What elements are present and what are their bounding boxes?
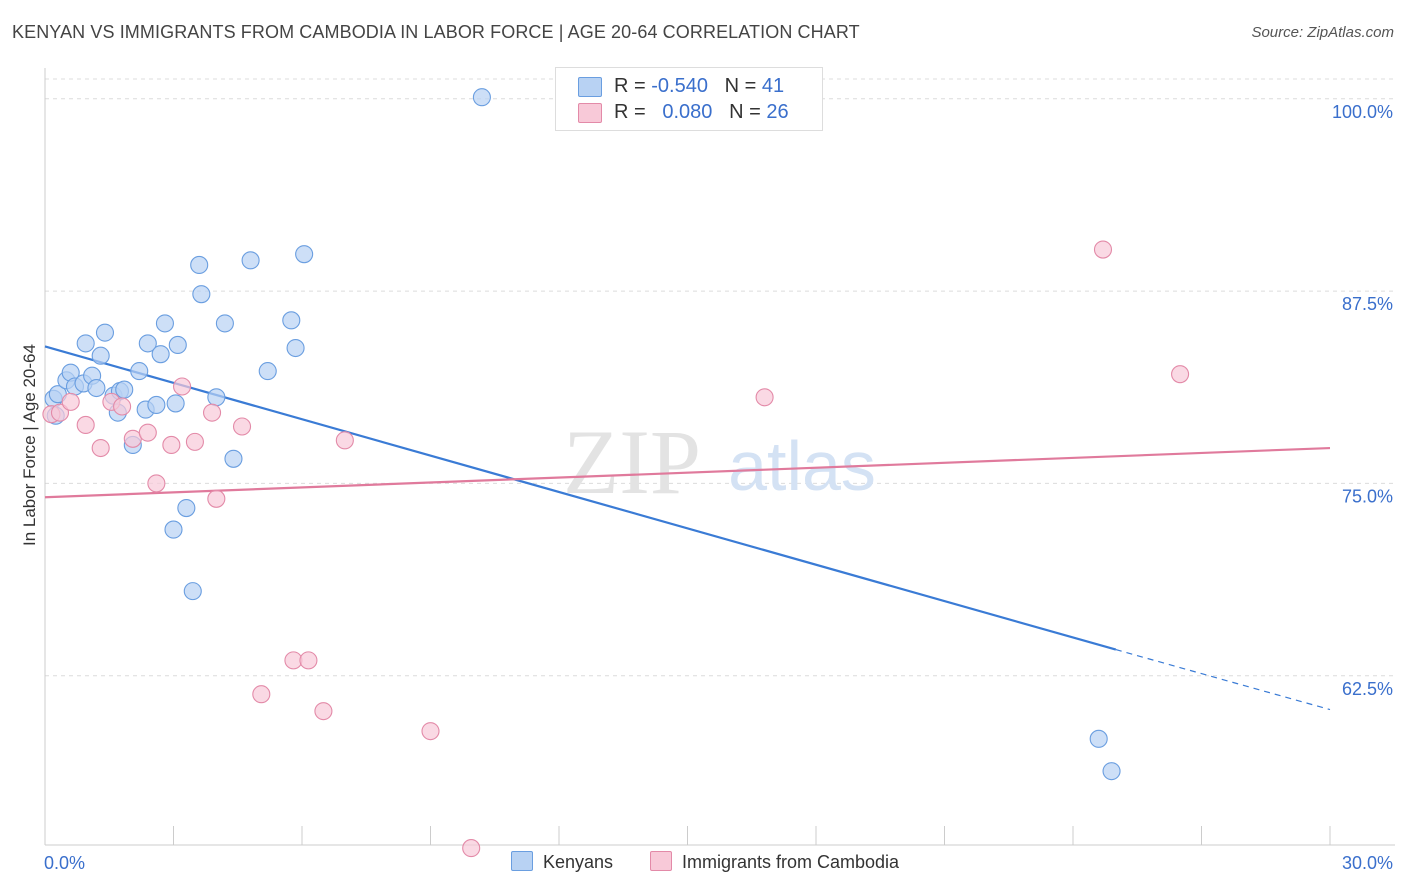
- data-points: [42, 88, 1190, 858]
- watermark: ZIP atlas: [563, 411, 876, 513]
- cambodia-point: [50, 403, 70, 422]
- x-tick-label: 30.0%: [1342, 853, 1393, 873]
- cambodia-point: [61, 392, 80, 411]
- cambodia-point: [185, 432, 204, 451]
- cambodia-point: [252, 685, 271, 704]
- kenyans-point: [95, 323, 115, 342]
- cambodia-point: [421, 722, 440, 741]
- kenyans-point: [1102, 762, 1121, 781]
- watermark-zip: ZIP: [563, 411, 701, 513]
- cambodia-point: [755, 388, 774, 407]
- legend-n-value: 26: [766, 101, 789, 123]
- kenyans-point: [192, 285, 211, 304]
- cambodia-point: [1093, 240, 1113, 259]
- kenyans-point: [130, 362, 149, 381]
- kenyans-point: [138, 334, 157, 353]
- kenyans-point: [115, 380, 134, 399]
- legend-swatch-kenyans: [578, 77, 602, 97]
- bottom-legend-swatch-cambodia: [650, 851, 672, 871]
- trendline: [44, 446, 1331, 499]
- kenyans-point: [472, 88, 491, 107]
- cambodia-point: [207, 489, 226, 508]
- cambodia-point: [299, 651, 318, 670]
- kenyans-point: [155, 314, 174, 333]
- legend-r-value: 0.080: [662, 101, 713, 123]
- legend-n-label: N =: [724, 75, 757, 97]
- kenyans-point: [166, 394, 185, 413]
- bottom-legend-label-kenyans: Kenyans: [543, 852, 614, 872]
- legend-n-value: 41: [761, 75, 785, 97]
- kenyans-point: [207, 388, 226, 407]
- y-tick-label: 62.5%: [1342, 679, 1393, 699]
- kenyans-point: [147, 395, 166, 415]
- tick-labels: 62.5% 75.0% 87.5% 100.0% 0.0% 30.0%: [44, 102, 1393, 873]
- legend-r-value: -0.540: [651, 75, 708, 97]
- kenyans-point: [151, 345, 170, 364]
- x-tick-label: 0.0%: [44, 853, 85, 873]
- legend-n-label: N =: [729, 101, 761, 123]
- kenyans-point: [282, 311, 301, 330]
- kenyans-point: [190, 255, 209, 274]
- y-axis-label: In Labor Force | Age 20-64: [20, 344, 39, 546]
- cambodia-point: [147, 474, 166, 493]
- cambodia-point: [314, 702, 333, 721]
- legend-r-label: R =: [614, 75, 646, 97]
- trendline-extension: [1115, 649, 1331, 711]
- kenyans-point: [295, 245, 314, 264]
- chart-source: Source: ZipAtlas.com: [1251, 24, 1394, 41]
- cambodia-point: [232, 417, 252, 436]
- kenyans-point: [286, 338, 305, 358]
- cambodia-point: [76, 415, 95, 435]
- kenyans-point: [258, 362, 277, 381]
- trendlines: [44, 345, 1331, 711]
- kenyans-point: [183, 582, 202, 601]
- kenyans-point: [224, 449, 243, 468]
- trendline: [44, 345, 1117, 651]
- kenyans-point: [91, 346, 110, 365]
- y-tick-label: 100.0%: [1332, 102, 1393, 122]
- kenyans-point: [164, 520, 183, 539]
- cambodia-point: [335, 431, 354, 450]
- cambodia-point: [173, 377, 192, 396]
- cambodia-point: [138, 423, 157, 442]
- kenyans-point: [1089, 729, 1108, 748]
- bottom-legend-cambodia: Immigrants from Cambodia: [650, 851, 899, 873]
- kenyans-point: [87, 378, 106, 398]
- correlation-legend: R = -0.540 N = 41 R = 0.080 N = 26: [555, 67, 823, 131]
- cambodia-point: [91, 438, 110, 458]
- kenyans-point: [215, 314, 234, 333]
- kenyans-point: [168, 335, 187, 355]
- axes: [44, 68, 1395, 846]
- kenyans-point: [76, 334, 95, 353]
- kenyans-point: [177, 498, 196, 518]
- bottom-legend-swatch-kenyans: [511, 851, 533, 871]
- legend-swatch-cambodia: [578, 103, 602, 123]
- chart-title: KENYAN VS IMMIGRANTS FROM CAMBODIA IN LA…: [12, 22, 860, 42]
- bottom-legend-label-cambodia: Immigrants from Cambodia: [682, 852, 900, 872]
- gridlines: [45, 78, 1395, 677]
- kenyans-point: [241, 251, 260, 270]
- y-tick-label: 75.0%: [1342, 486, 1393, 506]
- legend-r-label: R =: [614, 101, 646, 123]
- bottom-legend-kenyans: Kenyans: [511, 851, 613, 873]
- cambodia-point: [162, 435, 181, 455]
- cambodia-point: [462, 839, 481, 858]
- y-tick-label: 87.5%: [1342, 294, 1393, 314]
- cambodia-point: [203, 403, 222, 422]
- cambodia-point: [1171, 365, 1190, 384]
- cambodia-point: [113, 397, 132, 416]
